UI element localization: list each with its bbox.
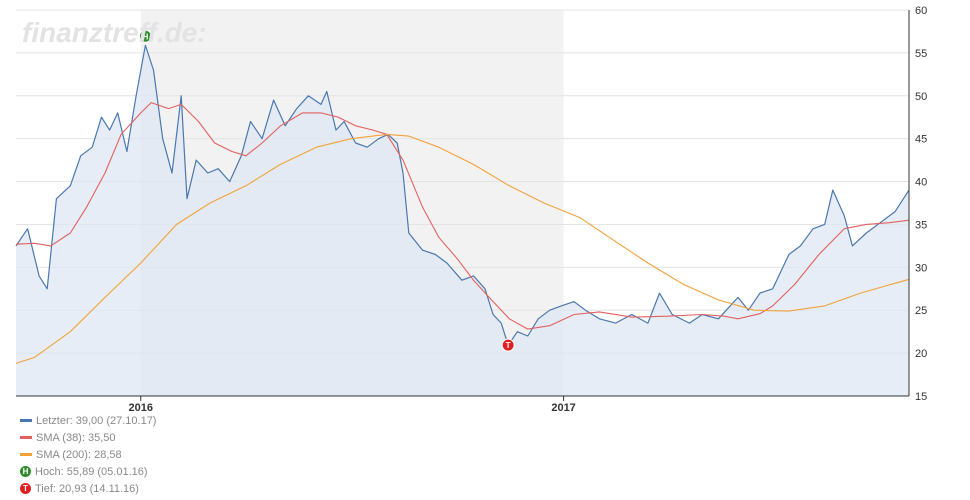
low-marker-icon bbox=[501, 338, 515, 352]
legend: Letzter: 39,00 (27.10.17) SMA (38): 35,5… bbox=[20, 412, 156, 497]
price-area bbox=[16, 45, 909, 397]
y-tick-label: 35 bbox=[915, 219, 927, 231]
watermark-logo: finanztreff.de: bbox=[22, 17, 207, 48]
y-tick-label: 55 bbox=[915, 48, 927, 60]
price-line bbox=[15, 44, 910, 346]
y-tick-label: 25 bbox=[915, 305, 927, 317]
legend-item-last[interactable]: Letzter: 39,00 (27.10.17) bbox=[20, 412, 156, 429]
low-marker-letter: T bbox=[506, 341, 511, 350]
y-tick-label: 20 bbox=[915, 348, 927, 360]
sma200-line bbox=[15, 133, 910, 364]
high-marker: H bbox=[138, 29, 152, 43]
legend-last-label: Letzter: 39,00 (27.10.17) bbox=[36, 414, 157, 427]
y-tick-label: 30 bbox=[915, 262, 927, 274]
last-swatch bbox=[20, 419, 32, 422]
y-tick-label: 50 bbox=[915, 91, 927, 103]
legend-low-label: Tief: 20,93 (14.11.16) bbox=[35, 482, 139, 495]
legend-item-sma38[interactable]: SMA (38): 35,50 bbox=[20, 429, 156, 446]
legend-item-sma200[interactable]: SMA (200): 28,58 bbox=[20, 446, 156, 463]
low-marker-icon: T bbox=[20, 483, 31, 494]
sma38-line bbox=[15, 102, 910, 330]
y-tick-label: 40 bbox=[915, 177, 927, 189]
y-tick-label: 45 bbox=[915, 134, 927, 146]
low-marker: T bbox=[501, 338, 515, 352]
high-marker-icon: H bbox=[20, 466, 31, 477]
legend-high-label: Hoch: 55,89 (05.01.16) bbox=[35, 465, 148, 478]
legend-item-high[interactable]: H Hoch: 55,89 (05.01.16) bbox=[20, 463, 156, 480]
y-tick-label: 15 bbox=[915, 391, 927, 403]
x-tick-label: 2016 bbox=[129, 402, 153, 414]
high-marker-letter: H bbox=[142, 32, 148, 41]
y-tick-label: 60 bbox=[915, 5, 927, 17]
legend-sma200-label: SMA (200): 28,58 bbox=[36, 448, 122, 461]
sma200-swatch bbox=[20, 453, 32, 456]
x-tick-label: 2017 bbox=[551, 402, 575, 414]
sma38-swatch bbox=[20, 436, 32, 439]
high-marker-icon bbox=[138, 29, 152, 43]
legend-sma38-label: SMA (38): 35,50 bbox=[36, 431, 116, 444]
legend-item-low[interactable]: T Tief: 20,93 (14.11.16) bbox=[20, 480, 156, 497]
